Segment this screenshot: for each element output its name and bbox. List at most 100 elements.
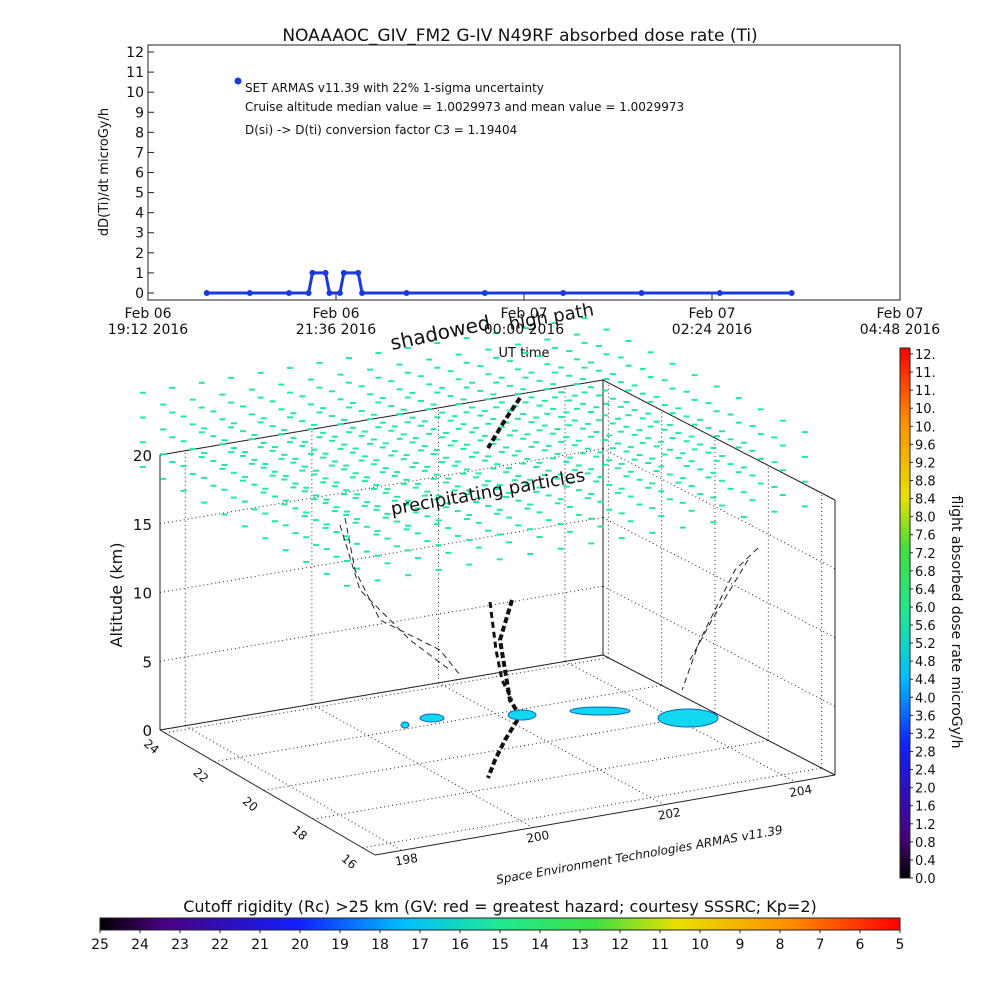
data-point xyxy=(305,289,312,296)
data-point xyxy=(309,269,316,276)
colorbar-tick-label: 0.0 xyxy=(915,872,936,887)
z-tick-label: 10 xyxy=(133,585,152,603)
annotation: shadowed xyxy=(388,310,492,355)
particle-field xyxy=(139,317,808,587)
legend-label: SET ARMAS v11.39 with 22% 1-sigma uncert… xyxy=(245,81,544,95)
lat-tick-label: 22 xyxy=(190,765,211,786)
data-point xyxy=(403,289,410,296)
data-point xyxy=(203,289,210,296)
data-point xyxy=(322,269,329,276)
colorbar-tick-label: 17 xyxy=(411,937,429,953)
colorbar-tick-label: 10. xyxy=(915,402,936,417)
y-tick-label: 0 xyxy=(135,286,144,302)
chart-title: NOAAAOC_GIV_FM2 G-IV N49RF absorbed dose… xyxy=(282,26,757,46)
colorbar-tick-label: 0.4 xyxy=(915,854,936,869)
colorbar-tick-label: 9 xyxy=(736,937,745,953)
annotation: precipitating particles xyxy=(389,465,586,520)
z-tick-label: 0 xyxy=(142,722,152,740)
grid-line xyxy=(362,767,822,849)
grid-line xyxy=(602,517,836,638)
colorbar-tick-label: 6.4 xyxy=(915,583,936,598)
lat-tick-label: 18 xyxy=(289,823,310,844)
box-edge xyxy=(602,379,836,501)
box-edge xyxy=(374,774,836,856)
colorbar-tick-label: 24 xyxy=(131,937,149,953)
colorbar-tick-label: 20 xyxy=(291,937,309,953)
y-tick-label: 3 xyxy=(135,226,144,242)
colorbar-tick-label: 2.4 xyxy=(915,764,936,779)
grid-line xyxy=(159,379,604,456)
data-point xyxy=(336,289,343,296)
rigidity-contour xyxy=(507,709,537,721)
colorbar-tick-label: 19 xyxy=(331,937,349,953)
x-tick-label: Feb 06 21:36 2016 xyxy=(295,306,377,338)
y-tick-label: 4 xyxy=(135,206,144,222)
y-tick-label: 9 xyxy=(135,105,144,121)
data-point xyxy=(246,289,253,296)
x-tick-label: Feb 07 00:00 2016 xyxy=(483,306,565,338)
colorbar-tick-label: 10 xyxy=(691,937,709,953)
y-tick-label: 10 xyxy=(126,85,144,101)
colorbar-tick-label: 5.6 xyxy=(915,619,936,634)
colorbar-tick-label: 16 xyxy=(451,937,469,953)
grid-line xyxy=(263,712,716,791)
colorbar-tick-label: 1.6 xyxy=(915,800,936,815)
lat-tick-label: 20 xyxy=(240,794,261,815)
x-tick-label: Feb 07 02:24 2016 xyxy=(671,306,753,338)
colorbar-tick-label: 6.0 xyxy=(915,601,936,616)
annotation: D(si) -> D(ti) conversion factor C3 = 1.… xyxy=(245,123,517,137)
grid-line xyxy=(438,682,665,806)
y-tick-label: 7 xyxy=(135,145,144,161)
colorbar-label: flight absorbed dose rate microGy/h xyxy=(948,496,964,749)
data-point xyxy=(560,289,567,296)
flight-path xyxy=(488,601,514,701)
colorbar-title: Cutoff rigidity (Rc) >25 km (GV: red = g… xyxy=(183,897,817,916)
annotation: Cruise altitude median value = 1.0029973… xyxy=(245,100,684,114)
colorbar-tick-label: 22 xyxy=(211,937,229,953)
series-line xyxy=(206,271,792,295)
rigidity-contour xyxy=(419,713,445,723)
data-point xyxy=(788,289,795,296)
colorbar-tick-label: 13 xyxy=(571,937,589,953)
colorbar-tick-label: 4.8 xyxy=(915,655,936,670)
y-tick-label: 12 xyxy=(126,45,144,61)
grid-line xyxy=(311,703,533,829)
y-tick-label: 2 xyxy=(135,246,144,262)
y-tick-label: 8 xyxy=(135,125,144,141)
colorbar-tick-label: 3.2 xyxy=(915,727,936,742)
data-point xyxy=(481,289,488,296)
colorbar-tick-label: 4.4 xyxy=(915,673,936,688)
y-tick-label: 6 xyxy=(135,166,144,182)
lon-tick-label: 200 xyxy=(525,828,550,846)
colorbar-tick-label: 9.2 xyxy=(915,456,936,471)
y-tick-label: 11 xyxy=(126,65,144,81)
colorbar-tick-label: 11. xyxy=(915,384,936,399)
y-tick-label: 5 xyxy=(135,186,144,202)
grid-line xyxy=(159,585,604,662)
colorbar-tick-label: 4.0 xyxy=(915,691,936,706)
colorbar-tick-label: 2.0 xyxy=(915,782,936,797)
colorbar-tick-label: 6.8 xyxy=(915,565,936,580)
colorbar xyxy=(899,347,911,879)
colorbar-tick-label: 7.2 xyxy=(915,547,936,562)
colorbar-tick-label: 1.2 xyxy=(915,818,936,833)
x-tick-label: Feb 06 19:12 2016 xyxy=(107,306,189,338)
z-tick-label: 20 xyxy=(133,447,152,465)
data-point xyxy=(286,289,292,296)
rigidity-contour xyxy=(569,706,631,716)
x-tick-label: Feb 07 04:48 2016 xyxy=(859,306,941,338)
colorbar-tick-label: 8.0 xyxy=(915,511,936,526)
curtain xyxy=(339,517,461,676)
data-point xyxy=(638,289,645,296)
box-edge xyxy=(159,729,376,856)
colorbar-tick-label: 2.8 xyxy=(915,746,936,761)
colorbar-tick-label: 8.4 xyxy=(915,493,936,508)
colorbar-tick-label: 8 xyxy=(776,937,785,953)
colorbar-tick-label: 0.8 xyxy=(915,836,936,851)
grid-line xyxy=(164,657,609,734)
colorbar-tick-label: 5 xyxy=(896,937,905,953)
grid-line xyxy=(564,660,796,783)
grid-line xyxy=(159,517,604,593)
y-axis-label: dD(Ti)/dt microGy/h xyxy=(97,108,112,236)
